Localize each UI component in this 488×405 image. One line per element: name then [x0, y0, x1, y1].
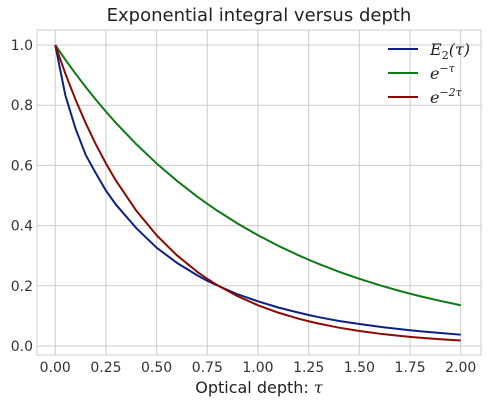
series-line-3	[54, 44, 461, 342]
x-tick-label: 0.50	[141, 360, 172, 376]
y-tick-label: 0.8	[11, 98, 33, 114]
grid	[37, 30, 481, 355]
x-tick-label: 1.75	[394, 360, 425, 376]
legend-label-3: e−2τ	[430, 86, 463, 107]
y-tick-label: 1.0	[11, 38, 33, 54]
x-axis-label: Optical depth: τ	[195, 378, 324, 397]
plot-area	[36, 29, 482, 356]
y-tick-label: 0.0	[11, 339, 33, 355]
series-line-2	[54, 44, 461, 307]
chart-title: Exponential integral versus depth	[107, 5, 412, 26]
legend-label-2: e−τ	[430, 62, 456, 83]
x-tick-label: 2.00	[445, 360, 476, 376]
y-tick-label: 0.2	[11, 279, 33, 295]
y-tick-label: 0.4	[11, 219, 33, 235]
x-tick-label: 1.00	[242, 360, 273, 376]
tick-labels: 0.00 0.25 0.50 0.75 1.00 1.25 1.50 1.75 2.00 0.0 0…	[11, 38, 477, 376]
x-tick-label: 1.25	[293, 360, 324, 376]
x-tick-label: 1.50	[344, 360, 375, 376]
legend-label-1: E2(τ)	[429, 40, 470, 62]
x-tick-label: 0.00	[40, 360, 71, 376]
x-axis-label-text: Optical depth:	[195, 378, 314, 397]
legend: E2(τ)e−τ e−2τ	[388, 40, 470, 107]
x-axis-label-symbol: τ	[314, 378, 324, 397]
x-tick-label: 0.75	[192, 360, 223, 376]
x-tick-label: 0.25	[90, 360, 121, 376]
series-line-1	[54, 44, 461, 336]
series-lines	[54, 44, 461, 342]
y-tick-label: 0.6	[11, 158, 33, 174]
